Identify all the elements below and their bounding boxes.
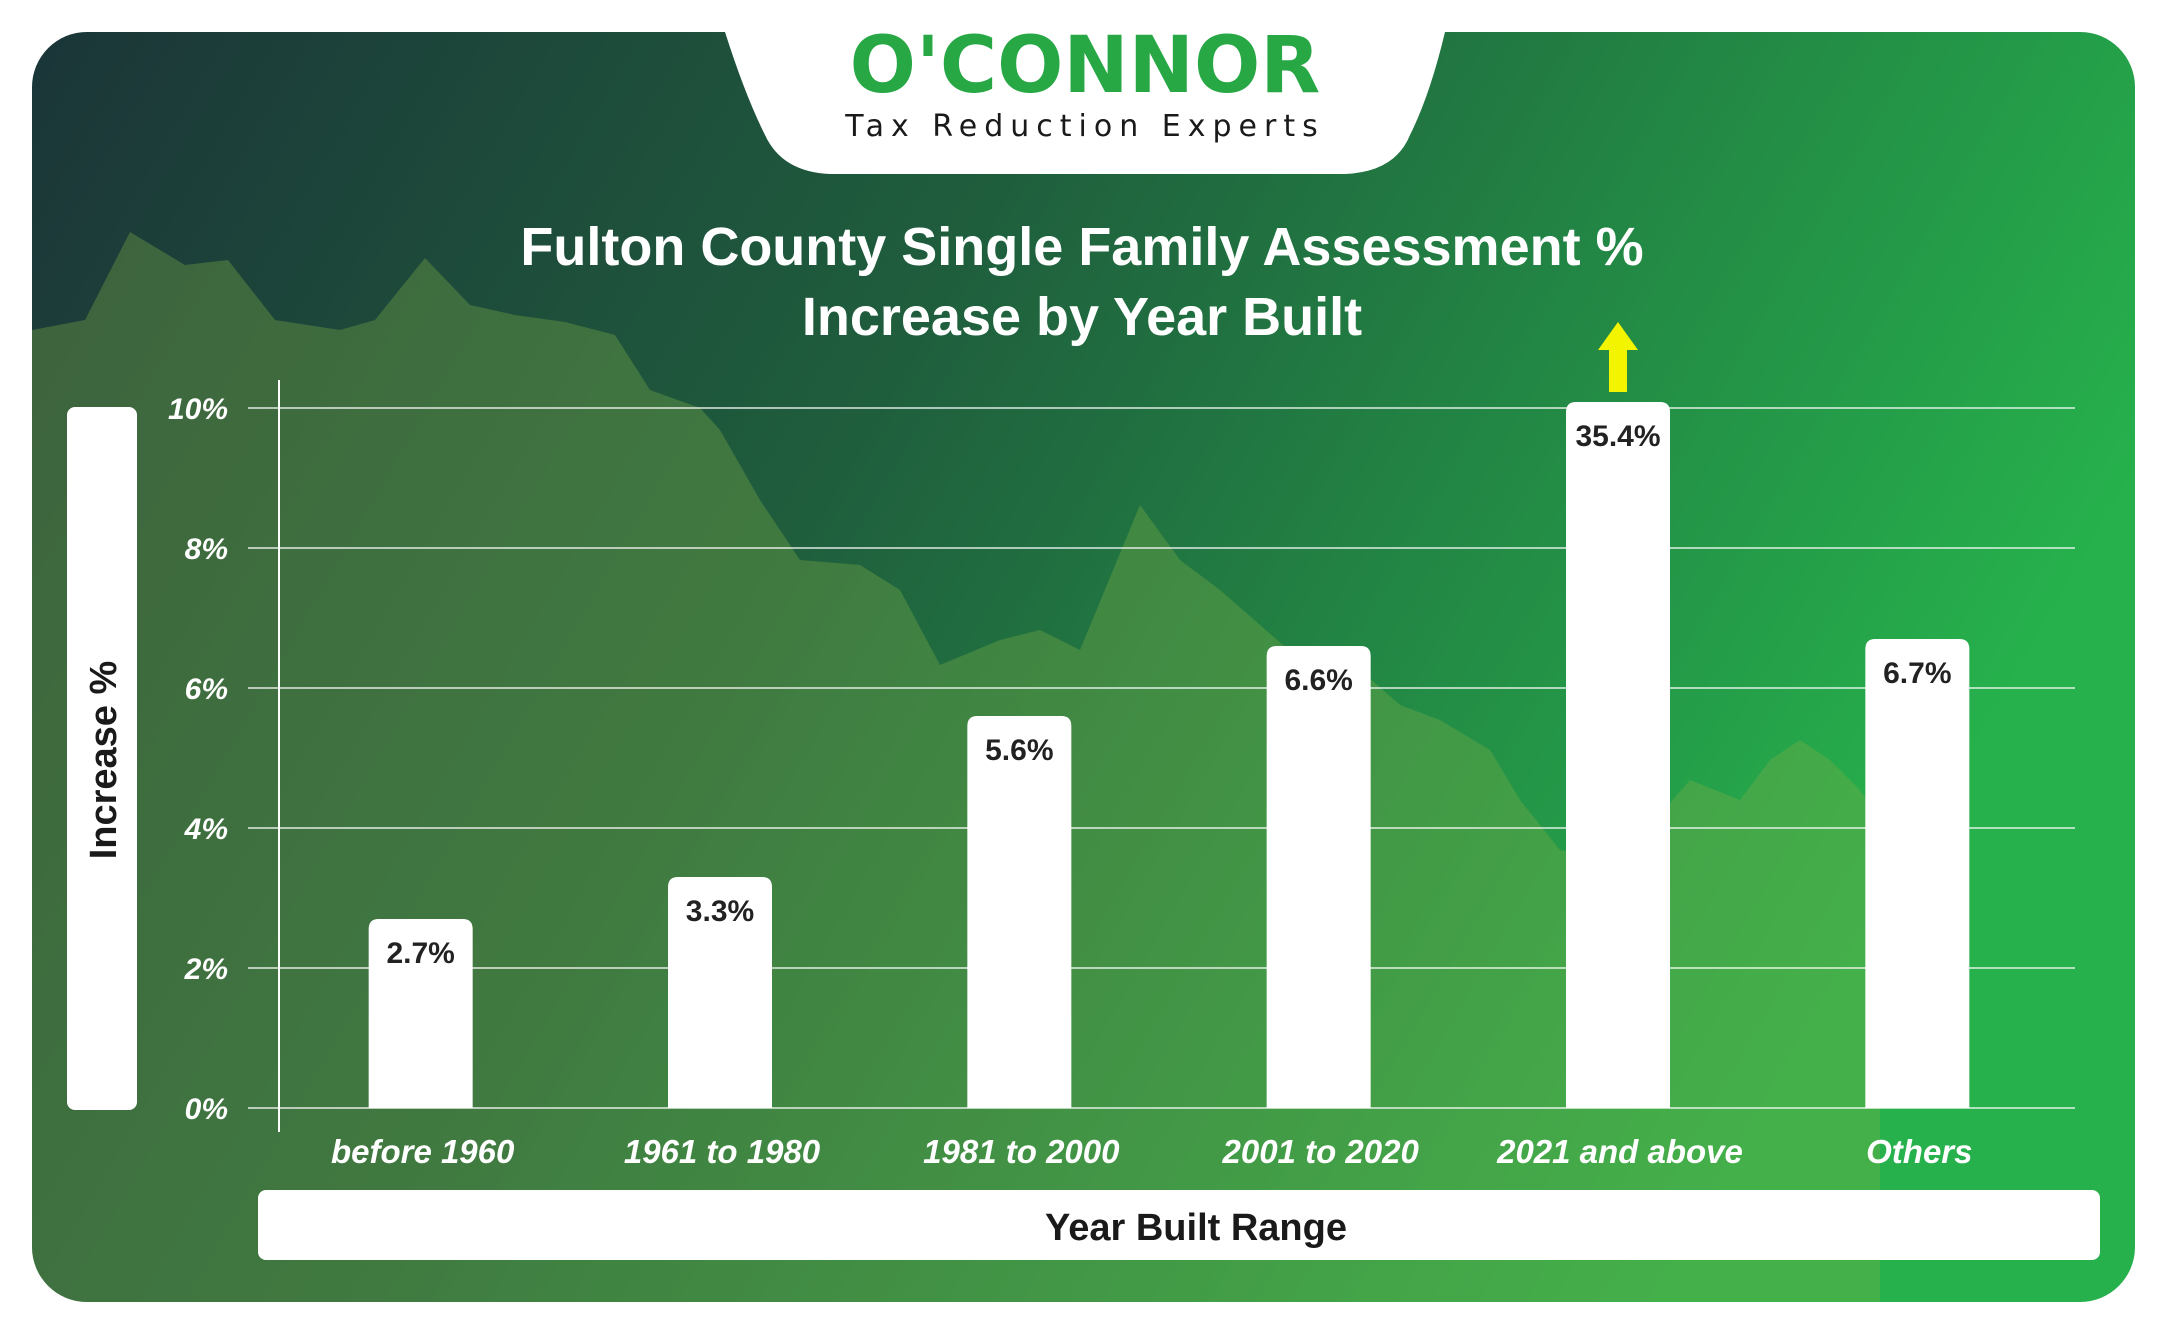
x-tick-label: 2001 to 2020 [1222,1133,1420,1170]
y-tick-label: 10% [168,393,228,426]
x-tick-label: 1981 to 2000 [923,1133,1120,1170]
x-axis-label: Year Built Range [1045,1207,1347,1249]
y-axis-label-box [67,407,137,1110]
bars: 2.7% 3.3% 5.6% 6.6% 35.4% 6.7% [368,402,1970,1108]
bar-2001-to-2020 [1266,646,1371,1108]
logo-tab [725,32,1445,174]
bar-1981-to-2000 [967,716,1072,1108]
bar-value-label: 6.6% [1284,664,1352,697]
y-axis-label: Increase % [83,661,125,860]
y-tick-label: 4% [184,813,228,846]
bar-value-label: 35.4% [1575,420,1660,453]
annotations [1598,322,1638,392]
y-axis-ticks: 0% 2% 4% 6% 8% 10% [168,393,228,1126]
decorative-mountain-silhouette [32,232,1880,1302]
bar-value-label: 3.3% [686,895,754,928]
bar-before-1960 [368,919,473,1108]
bar-1961-to-1980 [668,877,772,1108]
y-tick-label: 2% [184,953,228,986]
bar-value-label: 5.6% [985,734,1053,767]
x-tick-label: before 1960 [331,1133,515,1170]
x-tick-label: 1961 to 1980 [624,1133,821,1170]
overflow-arrow-up [1598,322,1638,392]
x-axis-ticks: before 1960 1961 to 1980 1981 to 2000 2001 … [331,1133,1973,1170]
bar-2021-and-above [1566,402,1670,1108]
brand-tagline: Tax Reduction Experts [844,109,1324,144]
brand-name: O'CONNOR [850,21,1321,111]
bar-others [1865,639,1970,1108]
grid-lines [248,407,2075,1109]
x-axis-label-box [258,1190,2100,1260]
x-tick-label: Others [1866,1133,1972,1170]
brand-logo: O'CONNOR Tax Reduction Experts [844,21,1324,144]
chart-title-line2: Increase by Year Built [802,287,1362,347]
x-tick-label: 2021 and above [1496,1133,1743,1170]
chart-title-line1: Fulton County Single Family Assessment % [520,217,1643,277]
bar-value-label: 6.7% [1883,657,1951,690]
y-tick-label: 8% [185,533,228,566]
bar-value-label: 2.7% [386,937,454,970]
y-tick-label: 6% [185,673,228,706]
y-tick-label: 0% [185,1093,228,1126]
